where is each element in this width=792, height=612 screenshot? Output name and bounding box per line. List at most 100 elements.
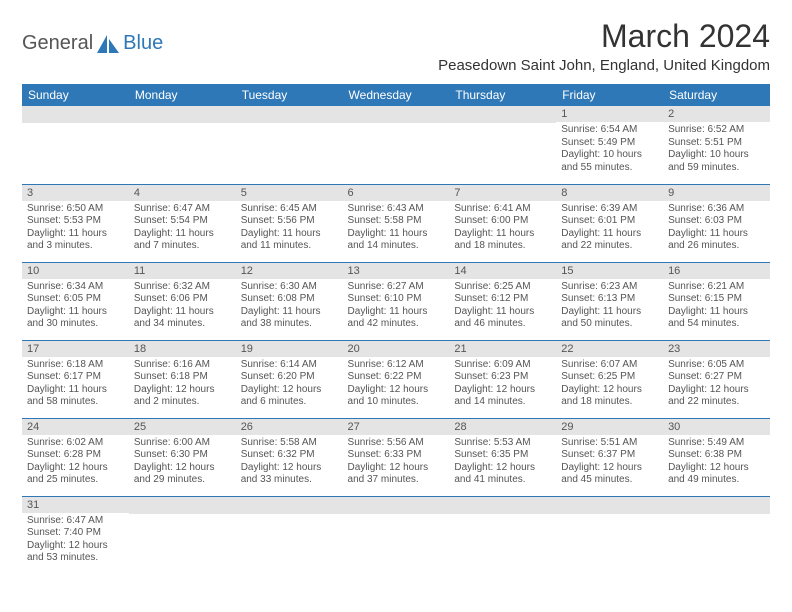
empty-day	[236, 106, 343, 123]
day-number: 22	[556, 341, 663, 357]
day-number: 28	[449, 419, 556, 435]
day-number: 20	[343, 341, 450, 357]
calendar-day-cell	[236, 106, 343, 184]
day-content: Sunrise: 6:36 AMSunset: 6:03 PMDaylight:…	[663, 201, 770, 257]
weekday-header: Monday	[129, 84, 236, 106]
calendar-day-cell: 15Sunrise: 6:23 AMSunset: 6:13 PMDayligh…	[556, 262, 663, 340]
day-content: Sunrise: 6:02 AMSunset: 6:28 PMDaylight:…	[22, 435, 129, 491]
calendar-day-cell	[449, 106, 556, 184]
calendar-day-cell: 8Sunrise: 6:39 AMSunset: 6:01 PMDaylight…	[556, 184, 663, 262]
day-content: Sunrise: 6:54 AMSunset: 5:49 PMDaylight:…	[556, 122, 663, 178]
calendar-day-cell	[22, 106, 129, 184]
day-number: 29	[556, 419, 663, 435]
day-content: Sunrise: 6:50 AMSunset: 5:53 PMDaylight:…	[22, 201, 129, 257]
day-content: Sunrise: 6:43 AMSunset: 5:58 PMDaylight:…	[343, 201, 450, 257]
day-number: 11	[129, 263, 236, 279]
day-content: Sunrise: 6:27 AMSunset: 6:10 PMDaylight:…	[343, 279, 450, 335]
calendar-day-cell: 13Sunrise: 6:27 AMSunset: 6:10 PMDayligh…	[343, 262, 450, 340]
calendar-week-row: 31Sunrise: 6:47 AMSunset: 7:40 PMDayligh…	[22, 496, 770, 574]
day-content: Sunrise: 6:07 AMSunset: 6:25 PMDaylight:…	[556, 357, 663, 413]
sail-icon	[97, 35, 119, 53]
calendar-week-row: 1Sunrise: 6:54 AMSunset: 5:49 PMDaylight…	[22, 106, 770, 184]
calendar-day-cell: 24Sunrise: 6:02 AMSunset: 6:28 PMDayligh…	[22, 418, 129, 496]
empty-day	[343, 497, 450, 514]
day-content: Sunrise: 6:09 AMSunset: 6:23 PMDaylight:…	[449, 357, 556, 413]
calendar-day-cell: 29Sunrise: 5:51 AMSunset: 6:37 PMDayligh…	[556, 418, 663, 496]
calendar-day-cell	[663, 496, 770, 574]
calendar-day-cell: 22Sunrise: 6:07 AMSunset: 6:25 PMDayligh…	[556, 340, 663, 418]
calendar-day-cell: 31Sunrise: 6:47 AMSunset: 7:40 PMDayligh…	[22, 496, 129, 574]
day-content: Sunrise: 6:30 AMSunset: 6:08 PMDaylight:…	[236, 279, 343, 335]
calendar-day-cell	[343, 496, 450, 574]
calendar-day-cell: 2Sunrise: 6:52 AMSunset: 5:51 PMDaylight…	[663, 106, 770, 184]
day-number: 3	[22, 185, 129, 201]
calendar-day-cell: 30Sunrise: 5:49 AMSunset: 6:38 PMDayligh…	[663, 418, 770, 496]
calendar-week-row: 3Sunrise: 6:50 AMSunset: 5:53 PMDaylight…	[22, 184, 770, 262]
calendar-day-cell: 16Sunrise: 6:21 AMSunset: 6:15 PMDayligh…	[663, 262, 770, 340]
day-number: 12	[236, 263, 343, 279]
day-content: Sunrise: 5:53 AMSunset: 6:35 PMDaylight:…	[449, 435, 556, 491]
day-content: Sunrise: 6:45 AMSunset: 5:56 PMDaylight:…	[236, 201, 343, 257]
calendar-day-cell: 10Sunrise: 6:34 AMSunset: 6:05 PMDayligh…	[22, 262, 129, 340]
header: General Blue March 2024 Peasedown Saint …	[22, 18, 770, 80]
title-block: March 2024 Peasedown Saint John, England…	[438, 18, 770, 80]
weekday-header: Thursday	[449, 84, 556, 106]
weekday-header: Sunday	[22, 84, 129, 106]
calendar-day-cell: 11Sunrise: 6:32 AMSunset: 6:06 PMDayligh…	[129, 262, 236, 340]
calendar-day-cell	[343, 106, 450, 184]
empty-day	[343, 106, 450, 123]
calendar-day-cell: 12Sunrise: 6:30 AMSunset: 6:08 PMDayligh…	[236, 262, 343, 340]
day-number: 16	[663, 263, 770, 279]
day-number: 4	[129, 185, 236, 201]
day-number: 2	[663, 106, 770, 122]
day-number: 7	[449, 185, 556, 201]
calendar-day-cell: 28Sunrise: 5:53 AMSunset: 6:35 PMDayligh…	[449, 418, 556, 496]
day-content: Sunrise: 6:34 AMSunset: 6:05 PMDaylight:…	[22, 279, 129, 335]
calendar-day-cell: 19Sunrise: 6:14 AMSunset: 6:20 PMDayligh…	[236, 340, 343, 418]
day-number: 26	[236, 419, 343, 435]
empty-day	[556, 497, 663, 514]
calendar-day-cell: 17Sunrise: 6:18 AMSunset: 6:17 PMDayligh…	[22, 340, 129, 418]
day-content: Sunrise: 5:56 AMSunset: 6:33 PMDaylight:…	[343, 435, 450, 491]
logo-text-general: General	[22, 32, 93, 55]
day-number: 19	[236, 341, 343, 357]
day-content: Sunrise: 6:47 AMSunset: 7:40 PMDaylight:…	[22, 513, 129, 569]
location: Peasedown Saint John, England, United Ki…	[438, 57, 770, 74]
day-number: 21	[449, 341, 556, 357]
calendar-table: SundayMondayTuesdayWednesdayThursdayFrid…	[22, 84, 770, 574]
day-number: 14	[449, 263, 556, 279]
day-number: 1	[556, 106, 663, 122]
month-title: March 2024	[438, 18, 770, 55]
day-number: 31	[22, 497, 129, 513]
calendar-day-cell: 6Sunrise: 6:43 AMSunset: 5:58 PMDaylight…	[343, 184, 450, 262]
day-content: Sunrise: 5:49 AMSunset: 6:38 PMDaylight:…	[663, 435, 770, 491]
day-number: 24	[22, 419, 129, 435]
day-content: Sunrise: 6:52 AMSunset: 5:51 PMDaylight:…	[663, 122, 770, 178]
day-number: 15	[556, 263, 663, 279]
day-number: 18	[129, 341, 236, 357]
calendar-day-cell: 20Sunrise: 6:12 AMSunset: 6:22 PMDayligh…	[343, 340, 450, 418]
day-content: Sunrise: 6:12 AMSunset: 6:22 PMDaylight:…	[343, 357, 450, 413]
day-number: 10	[22, 263, 129, 279]
calendar-day-cell: 26Sunrise: 5:58 AMSunset: 6:32 PMDayligh…	[236, 418, 343, 496]
calendar-day-cell: 7Sunrise: 6:41 AMSunset: 6:00 PMDaylight…	[449, 184, 556, 262]
day-number: 17	[22, 341, 129, 357]
empty-day	[236, 497, 343, 514]
logo-text-blue: Blue	[123, 32, 163, 55]
logo: General Blue	[22, 32, 163, 55]
day-number: 30	[663, 419, 770, 435]
calendar-day-cell: 3Sunrise: 6:50 AMSunset: 5:53 PMDaylight…	[22, 184, 129, 262]
empty-day	[449, 497, 556, 514]
calendar-week-row: 10Sunrise: 6:34 AMSunset: 6:05 PMDayligh…	[22, 262, 770, 340]
calendar-day-cell: 5Sunrise: 6:45 AMSunset: 5:56 PMDaylight…	[236, 184, 343, 262]
day-content: Sunrise: 6:25 AMSunset: 6:12 PMDaylight:…	[449, 279, 556, 335]
calendar-day-cell: 14Sunrise: 6:25 AMSunset: 6:12 PMDayligh…	[449, 262, 556, 340]
day-content: Sunrise: 5:51 AMSunset: 6:37 PMDaylight:…	[556, 435, 663, 491]
day-content: Sunrise: 6:39 AMSunset: 6:01 PMDaylight:…	[556, 201, 663, 257]
day-number: 6	[343, 185, 450, 201]
day-content: Sunrise: 6:41 AMSunset: 6:00 PMDaylight:…	[449, 201, 556, 257]
calendar-body: 1Sunrise: 6:54 AMSunset: 5:49 PMDaylight…	[22, 106, 770, 574]
day-content: Sunrise: 6:21 AMSunset: 6:15 PMDaylight:…	[663, 279, 770, 335]
calendar-day-cell: 1Sunrise: 6:54 AMSunset: 5:49 PMDaylight…	[556, 106, 663, 184]
day-content: Sunrise: 6:32 AMSunset: 6:06 PMDaylight:…	[129, 279, 236, 335]
